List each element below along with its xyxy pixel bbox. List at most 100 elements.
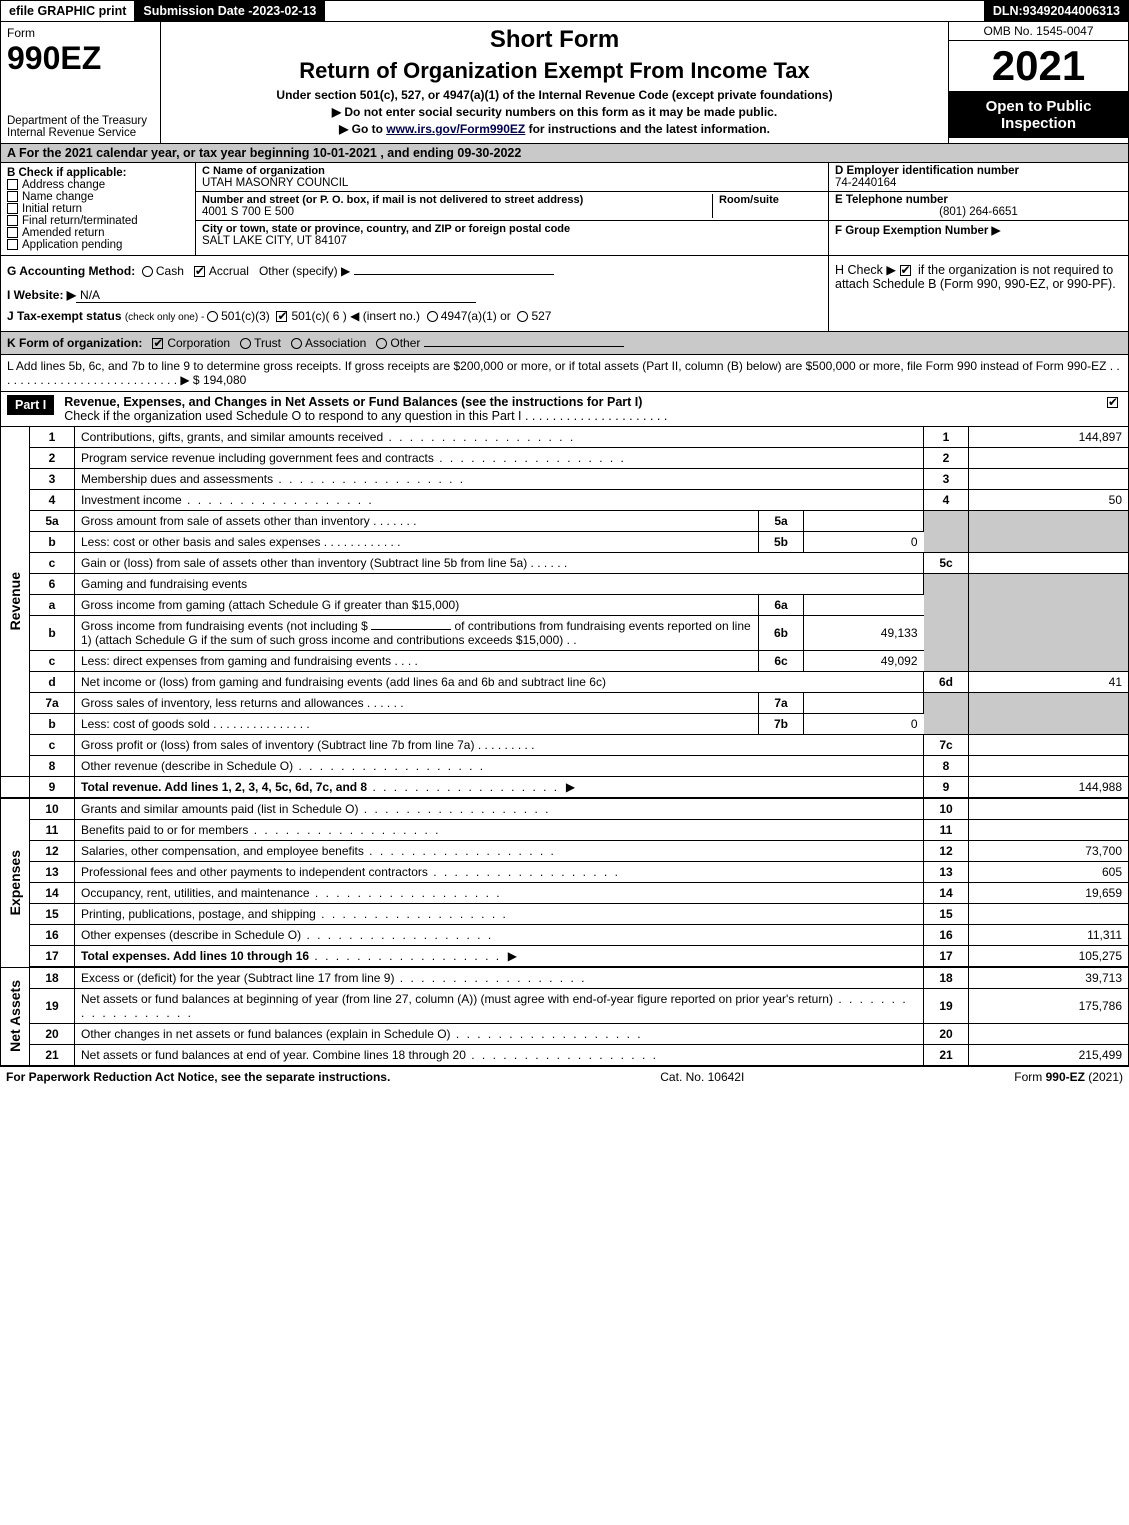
g-label: G Accounting Method:	[7, 264, 135, 278]
d-cell: D Employer identification number 74-2440…	[829, 163, 1128, 192]
line-6d: d Net income or (loss) from gaming and f…	[1, 672, 1129, 693]
line-7c: c Gross profit or (loss) from sales of i…	[1, 735, 1129, 756]
k-other[interactable]	[376, 338, 387, 349]
column-cde: C Name of organization UTAH MASONRY COUN…	[196, 163, 1128, 255]
c-name-label: C Name of organization	[202, 165, 822, 177]
k-assoc[interactable]	[291, 338, 302, 349]
line-5c: c Gain or (loss) from sale of assets oth…	[1, 553, 1129, 574]
i-label: I Website: ▶	[7, 288, 76, 302]
line-6: 6 Gaming and fundraising events	[1, 574, 1129, 595]
b-opt-final[interactable]: Final return/terminated	[7, 215, 189, 227]
line-15: 15Printing, publications, postage, and s…	[1, 904, 1129, 925]
c-name-value: UTAH MASONRY COUNCIL	[202, 177, 822, 189]
part1-check-line: Check if the organization used Schedule …	[64, 409, 1092, 423]
e-cell: E Telephone number (801) 264-6651	[829, 192, 1128, 221]
column-c: C Name of organization UTAH MASONRY COUN…	[196, 163, 828, 255]
line-16: 16Other expenses (describe in Schedule O…	[1, 925, 1129, 946]
l-row: L Add lines 5b, 6c, and 7b to line 9 to …	[0, 355, 1129, 392]
k-corp[interactable]	[152, 338, 163, 349]
line-17: 17 Total expenses. Add lines 10 through …	[1, 946, 1129, 968]
g-other-blank[interactable]	[354, 274, 554, 275]
footer-center: Cat. No. 10642I	[660, 1070, 744, 1084]
tax-year: 2021	[949, 41, 1128, 92]
financial-table: Revenue 1 Contributions, gifts, grants, …	[0, 427, 1129, 1066]
e-value: (801) 264-6651	[835, 206, 1122, 218]
column-b: B Check if applicable: Address change Na…	[1, 163, 196, 255]
line-4: 4 Investment income 4 50	[1, 490, 1129, 511]
d-value: 74-2440164	[835, 177, 1122, 189]
irs-link[interactable]: www.irs.gov/Form990EZ	[386, 122, 525, 136]
h-pre: H Check ▶	[835, 263, 900, 277]
i-line: I Website: ▶N/A	[7, 288, 822, 303]
j-4947[interactable]	[427, 311, 438, 322]
j-label: J Tax-exempt status	[7, 309, 125, 323]
part1-check[interactable]	[1107, 397, 1118, 408]
f-label: F Group Exemption Number ▶	[835, 225, 1000, 237]
form-header: Form 990EZ Department of the Treasury In…	[0, 22, 1129, 144]
g-line: G Accounting Method: Cash Accrual Other …	[7, 264, 822, 278]
l-text: L Add lines 5b, 6c, and 7b to line 9 to …	[7, 359, 1120, 387]
section-bcdef: B Check if applicable: Address change Na…	[0, 163, 1129, 256]
c-city-value: SALT LAKE CITY, UT 84107	[202, 235, 822, 247]
c-street-value: 4001 S 700 E 500	[202, 206, 712, 218]
subdate-label: Submission Date -	[143, 4, 252, 18]
submission-date-cell: Submission Date - 2023-02-13	[135, 1, 325, 21]
netassets-label: Net Assets	[7, 980, 23, 1052]
line-9: 9 Total revenue. Add lines 1, 2, 3, 4, 5…	[1, 777, 1129, 799]
j-501c[interactable]	[276, 311, 287, 322]
c-city-label: City or town, state or province, country…	[202, 223, 822, 235]
b-opt-address[interactable]: Address change	[7, 179, 189, 191]
c-name-cell: C Name of organization UTAH MASONRY COUN…	[196, 163, 828, 192]
j-501c3[interactable]	[207, 311, 218, 322]
form-word: Form	[7, 26, 154, 40]
i-value: N/A	[76, 288, 476, 303]
dept-line-1: Department of the Treasury	[7, 115, 154, 127]
line-7a: 7a Gross sales of inventory, less return…	[1, 693, 1129, 714]
line-21: 21Net assets or fund balances at end of …	[1, 1045, 1129, 1066]
c-room-label: Room/suite	[719, 194, 822, 206]
section-ghij: G Accounting Method: Cash Accrual Other …	[0, 256, 1129, 332]
subline-1: Under section 501(c), 527, or 4947(a)(1)…	[171, 88, 938, 102]
b-opt-name[interactable]: Name change	[7, 191, 189, 203]
footer-left: For Paperwork Reduction Act Notice, see …	[6, 1070, 390, 1084]
open-to-public: Open to Public Inspection	[949, 92, 1128, 138]
g-cash-radio[interactable]	[142, 266, 153, 277]
part1-title-block: Revenue, Expenses, and Changes in Net As…	[54, 395, 1092, 423]
k-other-blank[interactable]	[424, 346, 624, 347]
e-label: E Telephone number	[835, 194, 1122, 206]
footer-right: Form 990-EZ (2021)	[1014, 1070, 1123, 1084]
line-14: 14Occupancy, rent, utilities, and mainte…	[1, 883, 1129, 904]
c-street-label: Number and street (or P. O. box, if mail…	[202, 194, 712, 206]
c-city-cell: City or town, state or province, country…	[196, 221, 828, 249]
b-opt-pending[interactable]: Application pending	[7, 239, 189, 251]
efile-label: efile GRAPHIC print	[1, 1, 135, 21]
line-8: 8 Other revenue (describe in Schedule O)…	[1, 756, 1129, 777]
line-11: 11Benefits paid to or for members11	[1, 820, 1129, 841]
k-trust[interactable]	[240, 338, 251, 349]
sub3-pre: ▶ Go to	[339, 122, 386, 136]
g-accrual-check[interactable]	[194, 266, 205, 277]
j-527[interactable]	[517, 311, 528, 322]
line-12: 12Salaries, other compensation, and empl…	[1, 841, 1129, 862]
expenses-label: Expenses	[7, 850, 23, 915]
k-row: K Form of organization: Corporation Trus…	[0, 332, 1129, 355]
part1-badge: Part I	[7, 395, 54, 415]
b-opt-initial[interactable]: Initial return	[7, 203, 189, 215]
dln-cell: DLN: 93492044006313	[984, 1, 1128, 21]
line-2: 2 Program service revenue including gove…	[1, 448, 1129, 469]
line-13: 13Professional fees and other payments t…	[1, 862, 1129, 883]
column-de: D Employer identification number 74-2440…	[828, 163, 1128, 255]
c-street-cell: Number and street (or P. O. box, if mail…	[196, 192, 828, 221]
line-1: Revenue 1 Contributions, gifts, grants, …	[1, 427, 1129, 448]
subdate-value: 2023-02-13	[252, 4, 316, 18]
revenue-label: Revenue	[7, 572, 23, 630]
ghi-left: G Accounting Method: Cash Accrual Other …	[1, 256, 828, 331]
subline-3: ▶ Go to www.irs.gov/Form990EZ for instru…	[171, 122, 938, 136]
h-check[interactable]	[900, 265, 911, 276]
subline-2: ▶ Do not enter social security numbers o…	[171, 105, 938, 119]
b-opt-amended[interactable]: Amended return	[7, 227, 189, 239]
part1-header-row: Part I Revenue, Expenses, and Changes in…	[0, 392, 1129, 427]
line-18: Net Assets 18Excess or (deficit) for the…	[1, 967, 1129, 989]
page-footer: For Paperwork Reduction Act Notice, see …	[0, 1066, 1129, 1087]
form-number: 990EZ	[7, 40, 154, 77]
